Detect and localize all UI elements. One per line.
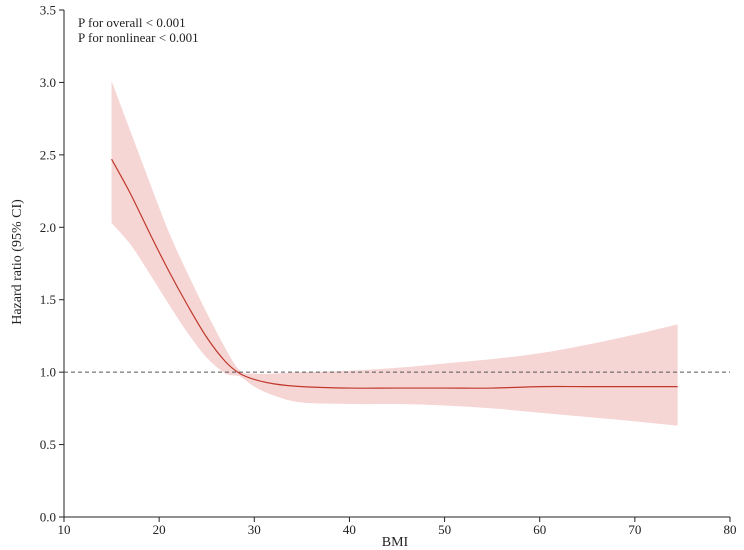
p-nonlinear-annotation: P for nonlinear < 0.001: [78, 30, 199, 45]
y-tick-label: 0.0: [40, 510, 56, 525]
x-tick-label: 50: [438, 522, 451, 537]
y-tick-label: 1.5: [40, 292, 56, 307]
x-tick-label: 80: [724, 522, 737, 537]
tick-labels: 10 20 30 40 50 60 70 80 0.0 0.5 1.0 1.5 2.0 2.5 3.0 3.5: [40, 3, 737, 538]
y-tick-label: 0.5: [40, 437, 56, 452]
y-axis-title: Hazard ratio (95% CI): [10, 199, 25, 325]
ci-band: [111, 80, 678, 426]
x-tick-label: 60: [533, 522, 546, 537]
x-axis-title: BMI: [382, 535, 409, 550]
y-tick-label: 3.0: [40, 75, 56, 90]
x-tick-label: 10: [58, 522, 71, 537]
series-line-layer: [111, 158, 678, 389]
axes: [59, 9, 731, 522]
hazard-ratio-line: [111, 158, 678, 389]
p-overall-annotation: P for overall < 0.001: [78, 15, 186, 30]
ci-band-layer: [111, 80, 678, 426]
x-tick-label: 30: [248, 522, 261, 537]
x-tick-label: 20: [153, 522, 166, 537]
x-tick-label: 70: [628, 522, 641, 537]
y-tick-label: 2.5: [40, 147, 56, 162]
y-tick-label: 1.0: [40, 365, 56, 380]
y-tick-label: 2.0: [40, 220, 56, 235]
y-tick-label: 3.5: [40, 3, 56, 18]
x-tick-label: 40: [343, 522, 356, 537]
